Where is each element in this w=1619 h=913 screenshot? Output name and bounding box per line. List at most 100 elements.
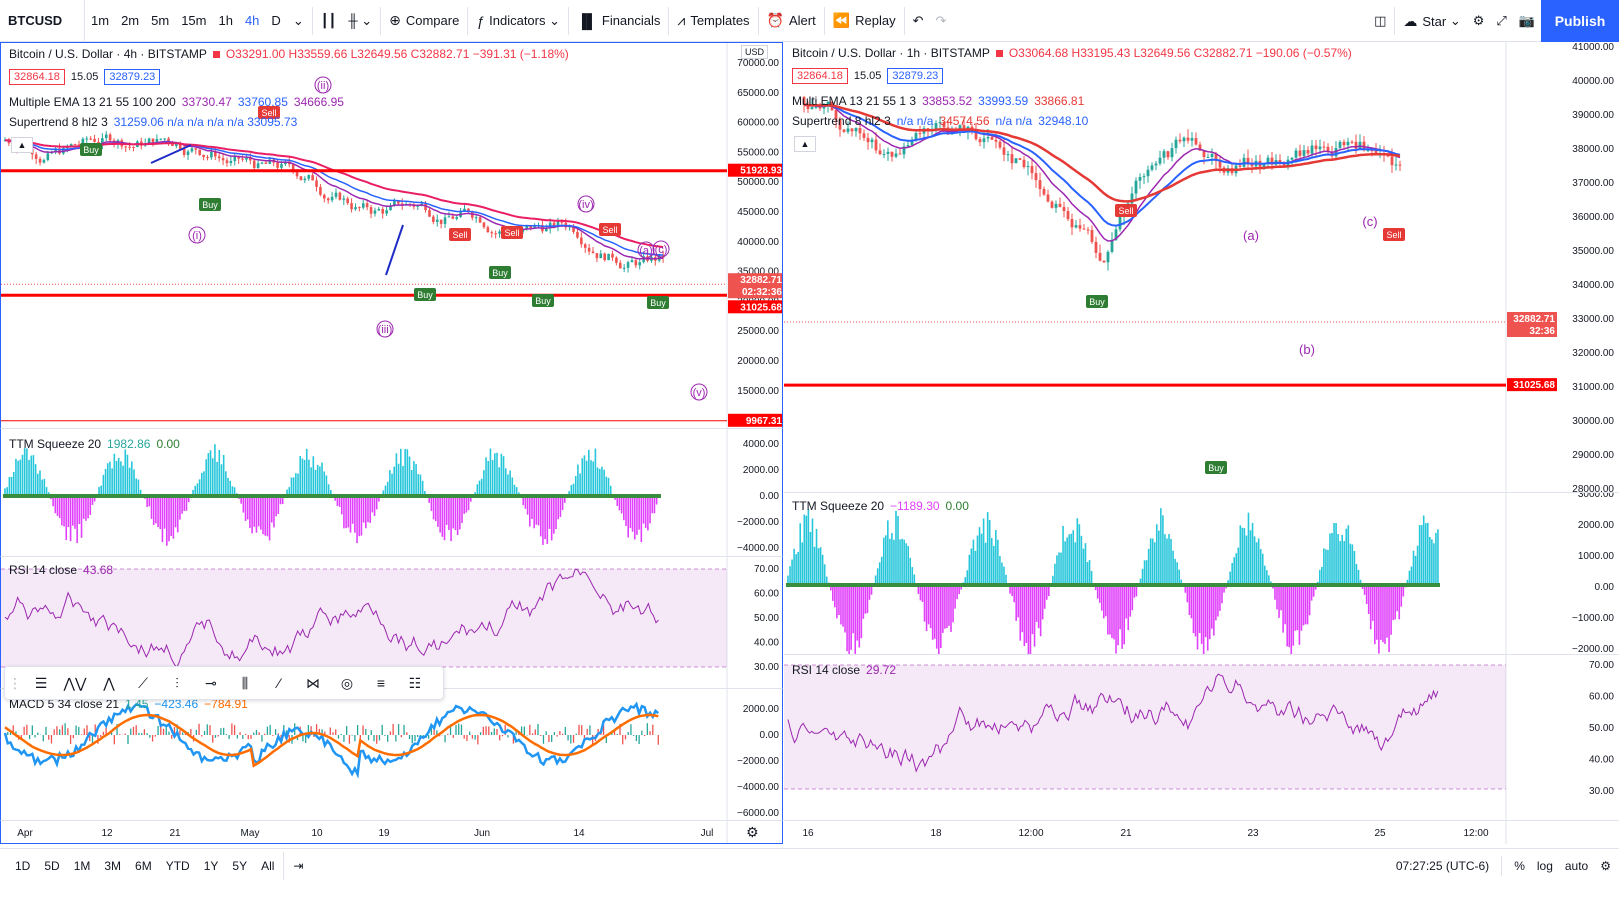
financials-label: Financials [601,13,661,28]
right-supertrend-legend[interactable]: Supertrend 8 hl2 3 n/a n/a 34574.56 n/a … [792,114,1088,128]
candle-body [1394,164,1398,166]
interval-2m[interactable]: 2m [121,13,140,28]
range-3m[interactable]: 3M [104,858,122,873]
bar-style-button[interactable]: ┃┃ [315,0,343,42]
range-1m[interactable]: 1M [73,858,91,873]
abc-pattern-icon[interactable]: ⋀ [103,674,115,691]
left-price-chart[interactable]: 70000.00 65000.00 60000.00 55000.00 50000.00… [1,43,783,428]
right-ttm-legend[interactable]: TTM Squeeze 20 −1189.30 0.00 [792,499,969,513]
candle-body [381,208,385,214]
interval-1h[interactable]: 1h [218,13,233,28]
publish-button[interactable]: Publish [1541,0,1619,42]
goto-date-button[interactable]: ⇥ [286,859,310,873]
interval-15m[interactable]: 15m [181,13,207,28]
right-main-pane[interactable]: 41000.00 40000.00 39000.00 38000.00 37000.00… [784,42,1619,492]
range-all[interactable]: All [261,858,275,873]
interval-d[interactable]: D [271,13,281,28]
axis-tick-label: 40000.00 [1572,76,1614,87]
right-rsi-pane[interactable]: 70.00 60.00 50.00 40.00 30.00 RSI 14 close 2… [784,654,1619,820]
horizontal-ray-icon[interactable]: ⊸ [205,674,217,691]
vertical-lines-icon[interactable]: ⫼ [241,674,249,691]
currency-label[interactable]: USD [741,45,769,59]
buy-signal-bg [80,143,102,156]
financials-button[interactable]: ▐▌ Financials [571,0,666,42]
pattern-icon[interactable]: ⋈ [306,674,320,691]
left-ttm-legend[interactable]: TTM Squeeze 20 1982.86 0.00 [9,437,180,451]
right-ttm-pane[interactable]: 3000.00 2000.00 1000.00 0.00 −1000.00 −2000.0… [784,492,1619,654]
right-time-axis[interactable]: 16 18 12:00 21 23 25 12:00 [784,820,1619,844]
candle-body [1326,146,1330,152]
gear-icon[interactable]: ⚙ [746,824,759,840]
ask-button[interactable]: 32879.23 [104,69,161,85]
right-ema-legend[interactable]: Multi EMA 13 21 55 1 3 33853.52 33993.59… [792,94,1084,108]
line-tool-icon[interactable]: ⁄ [277,675,281,691]
left-supertrend-legend[interactable]: Supertrend 8 hl2 3 31259.06 n/a n/a n/a … [9,115,297,129]
fullscreen-button[interactable]: ⤢ [1490,0,1512,42]
axis-tick-label: 0.00 [1595,582,1615,593]
percent-toggle[interactable]: % [1514,859,1525,873]
interval-5m[interactable]: 5m [151,13,170,28]
range-5d[interactable]: 5D [44,858,60,873]
interval-4h[interactable]: 4h [244,13,260,28]
settings-sliders-icon[interactable]: ☷ [408,674,422,691]
compare-button[interactable]: ⊕ Compare [383,0,465,42]
elliott-wave-icon[interactable]: ⋀⋁ [63,674,87,691]
range-ytd[interactable]: YTD [165,858,190,873]
spiral-icon[interactable]: ◎ [340,674,354,691]
drag-handle-icon[interactable]: ⋮ [8,674,22,691]
gear-icon[interactable]: ⚙ [1600,859,1611,873]
right-rsi-legend[interactable]: RSI 14 close 29.72 [792,663,896,677]
interval-1m[interactable]: 1m [91,13,110,28]
left-ttm-chart[interactable]: 4000.00 2000.00 0.00 −2000.00 −4000.00 [1,429,783,556]
trend-line-icon[interactable]: ⟋ [138,674,148,691]
replay-button[interactable]: ⏪ Replay [827,0,902,42]
candle-body [319,186,322,195]
redo-button[interactable]: ↷ [930,0,953,42]
templates-button[interactable]: ⩘ Templates [671,0,755,42]
left-ttm-pane[interactable]: 4000.00 2000.00 0.00 −2000.00 −4000.00 TTM S… [0,428,783,556]
layout-button[interactable]: ◫ [1368,0,1392,42]
bid-button[interactable]: 32864.18 [9,69,65,85]
left-macd-chart[interactable]: 2000.00 0.00 −2000.00 −4000.00 −6000.00 [1,689,783,820]
interval-dropdown[interactable]: ⌄ [287,0,310,42]
symbol-search[interactable]: BTCUSD [0,0,85,42]
range-5y[interactable]: 5Y [232,858,248,873]
calendar-icon: ⇥ [293,858,304,873]
fib-tool-icon[interactable]: ≡ [376,675,386,691]
right-rsi-chart[interactable]: 70.00 60.00 50.00 40.00 30.00 [784,655,1619,820]
lines-tool-icon[interactable]: ☰ [34,674,48,691]
auto-toggle[interactable]: auto [1564,859,1589,873]
range-1d[interactable]: 1D [15,858,31,873]
ask-button[interactable]: 32879.23 [887,68,944,84]
left-macd-legend[interactable]: MACD 5 34 close 21 1.45 −423.46 −784.91 [9,697,248,711]
left-rsi-legend[interactable]: RSI 14 close 43.68 [9,563,113,577]
star-button[interactable]: ☁ Star ⌄ [1397,0,1466,42]
left-time-axis[interactable]: Apr 12 21 May 10 19 Jun 14 Jul ⚙ [0,820,783,844]
chart-type-button[interactable]: ╫ ⌄ [342,0,378,42]
right-price-chart[interactable]: 41000.00 40000.00 39000.00 38000.00 37000.00… [784,42,1619,492]
range-1y[interactable]: 1Y [203,858,219,873]
left-ema-legend[interactable]: Multiple EMA 13 21 55 100 200 33730.47 3… [9,95,344,109]
candle-body [1062,207,1066,212]
alert-button[interactable]: ⏰ Alert [761,0,822,42]
collapse-legend-button[interactable]: ▲ [11,137,33,153]
indicators-button[interactable]: ƒ Indicators ⌄ [470,0,566,42]
settings-button[interactable]: ⚙ [1467,0,1491,42]
undo-button[interactable]: ↶ [907,0,930,42]
candle-body [1390,156,1394,166]
left-macd-pane[interactable]: 2000.00 0.00 −2000.00 −4000.00 −6000.00 MACD… [0,688,783,820]
pitchfork-icon[interactable]: ⫶ [175,674,179,691]
bid-button[interactable]: 32864.18 [792,68,848,84]
candle-body [814,106,818,108]
collapse-legend-button[interactable]: ▲ [794,136,816,152]
right-ttm-chart[interactable]: 3000.00 2000.00 1000.00 0.00 −1000.00 −2000.0… [784,493,1619,654]
left-rsi-chart[interactable]: 70.00 60.00 50.00 40.00 30.00 [1,557,783,688]
clock-display[interactable]: 07:27:25 (UTC-6) [1395,859,1490,873]
range-6m[interactable]: 6M [135,858,152,873]
symbol-label: BTCUSD [8,13,63,28]
left-main-pane[interactable]: 70000.00 65000.00 60000.00 55000.00 50000.00… [0,42,783,428]
candle-body [428,210,431,217]
snapshot-button[interactable]: 📷 [1513,0,1541,42]
supertrend-values: 31259.06 n/a n/a n/a n/a 33095.73 [113,115,298,129]
log-toggle[interactable]: log [1536,859,1553,873]
